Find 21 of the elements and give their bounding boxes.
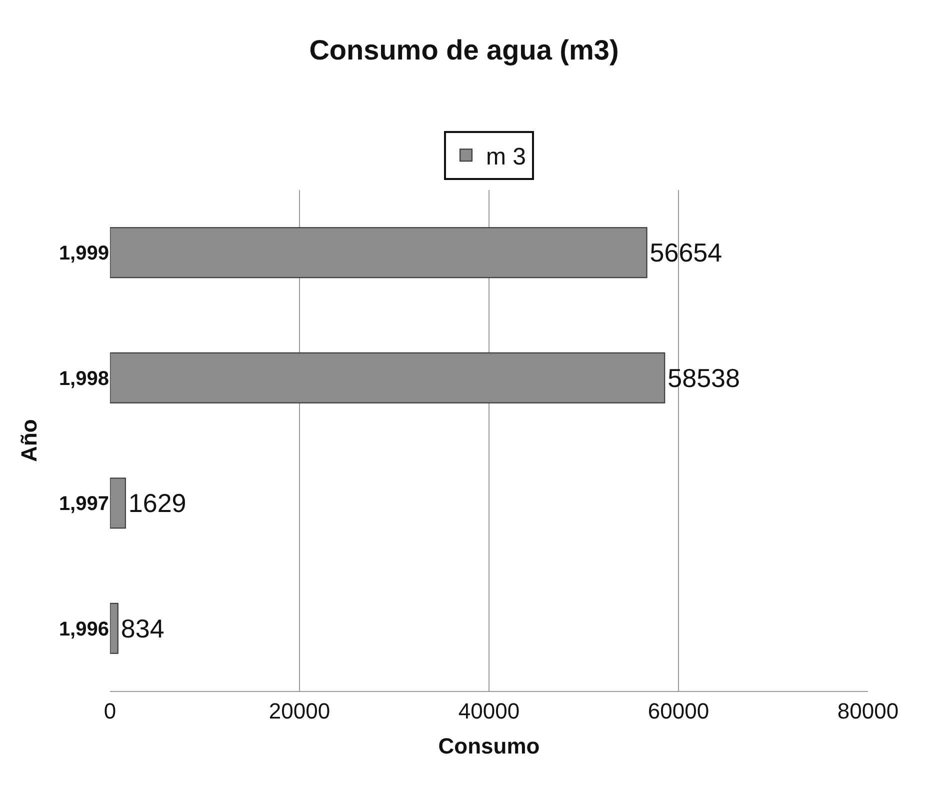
- y-tick-label: 1,998: [58, 368, 109, 390]
- x-tick-label: 80000: [837, 698, 899, 724]
- x-tick-label: 0: [104, 698, 116, 724]
- y-tick-label: 1,999: [58, 242, 109, 265]
- y-axis-title: Año: [16, 419, 42, 462]
- y-tick-label: 1,996: [58, 618, 109, 640]
- data-label: 834: [120, 613, 164, 644]
- data-label: 1629: [128, 488, 186, 518]
- x-tick-label: 40000: [458, 698, 520, 724]
- data-label: 56654: [650, 238, 722, 268]
- chart-title: Consumo de agua (m3): [309, 34, 619, 66]
- bar: [110, 478, 126, 529]
- legend-label: m 3: [486, 143, 526, 170]
- x-tick-label: 60000: [648, 698, 710, 724]
- bar: [110, 227, 648, 278]
- data-label: 58538: [668, 362, 740, 393]
- bar: [110, 602, 118, 654]
- bar: [110, 352, 666, 404]
- x-tick-label: 20000: [268, 698, 330, 724]
- x-axis-title: Consumo: [438, 733, 540, 758]
- y-tick-label: 1,997: [58, 493, 109, 516]
